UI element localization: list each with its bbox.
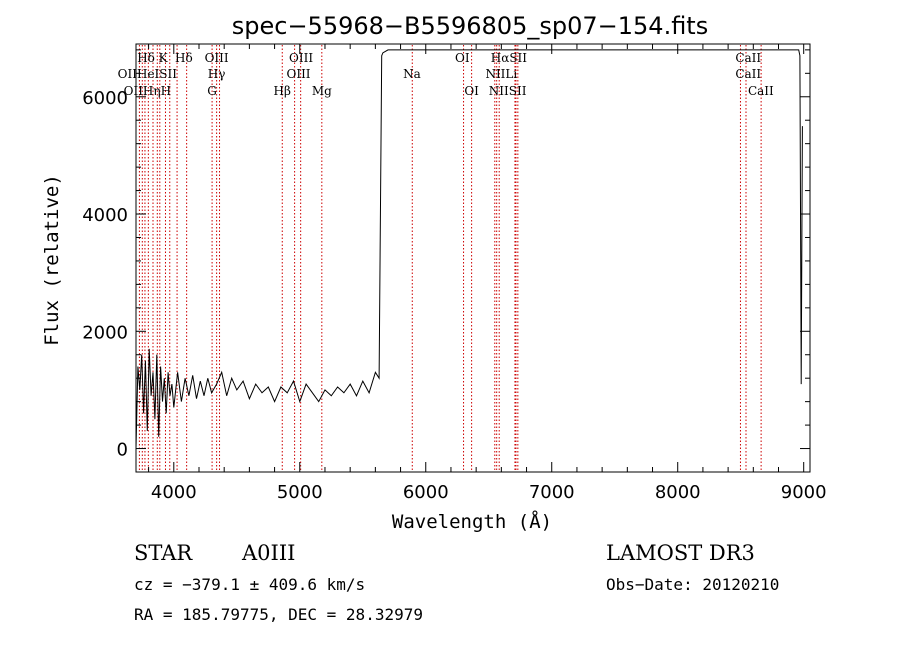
y-tick-label-2000: 2000 (82, 322, 128, 343)
object-class: STAR (134, 541, 193, 565)
line-markers (138, 45, 762, 471)
y-axis: 0 2000 4000 6000 (82, 49, 810, 473)
survey-name: LAMOST DR3 (606, 541, 755, 565)
y-axis-label: Flux (relative) (41, 174, 63, 346)
x-tick-label-4000: 4000 (151, 482, 197, 503)
marker-label-1-0: OIIHeISII (118, 67, 178, 81)
marker-label-2-0: OIIHηH (124, 84, 171, 98)
marker-label-0-2: Hδ (175, 51, 193, 65)
coordinates: RA = 185.79775, DEC = 28.32979 (134, 605, 423, 624)
marker-label-1-2: OIII (286, 67, 310, 81)
marker-label-1-4: NIILi (485, 67, 517, 81)
marker-label-0-4: OIII (289, 51, 313, 65)
redshift-info: cz = −379.1 ± 409.6 km/s (134, 575, 365, 594)
y-tick-label-6000: 6000 (82, 88, 128, 109)
marker-label-2-4: OI (464, 84, 479, 98)
spectrum-line (135, 49, 803, 449)
y-tick-label-4000: 4000 (82, 205, 128, 226)
marker-label-2-1: G (207, 84, 217, 98)
marker-label-2-2: Hβ (274, 84, 291, 98)
marker-label-0-7: CaII (735, 51, 761, 65)
marker-label-0-3: OIII (205, 51, 229, 65)
x-axis: 4000 5000 6000 7000 8000 9000 (148, 44, 827, 503)
x-tick-label-9000: 9000 (781, 482, 827, 503)
marker-label-0-0: Hδ (137, 51, 155, 65)
marker-label-1-1: Hγ (208, 67, 226, 81)
marker-label-1-3: Na (403, 67, 421, 81)
object-subclass: A0III (241, 541, 295, 565)
x-tick-label-5000: 5000 (277, 482, 323, 503)
marker-labels: Hδ K Hδ OIII OIII OI HαSII CaII OIIHeISII Hγ OIII N… (118, 51, 774, 98)
obs-date: Obs−Date: 20120210 (606, 575, 779, 594)
marker-label-2-3: Mg (312, 84, 332, 98)
x-tick-label-8000: 8000 (655, 482, 701, 503)
marker-label-0-1: K (159, 51, 169, 65)
plot-frame (135, 43, 811, 473)
chart-title: spec−55968−B5596805_sp07−154.fits (232, 12, 708, 40)
marker-label-0-5: OI (455, 51, 470, 65)
x-tick-label-6000: 6000 (403, 482, 449, 503)
marker-label-2-5: NIISII (489, 84, 527, 98)
x-axis-label: Wavelength (Å) (392, 510, 552, 533)
marker-label-1-5: CaII (735, 67, 761, 81)
y-tick-label-0: 0 (117, 440, 128, 461)
x-tick-label-7000: 7000 (529, 482, 575, 503)
marker-label-2-6: CaII (748, 84, 774, 98)
marker-label-0-6: HαSII (491, 51, 528, 65)
